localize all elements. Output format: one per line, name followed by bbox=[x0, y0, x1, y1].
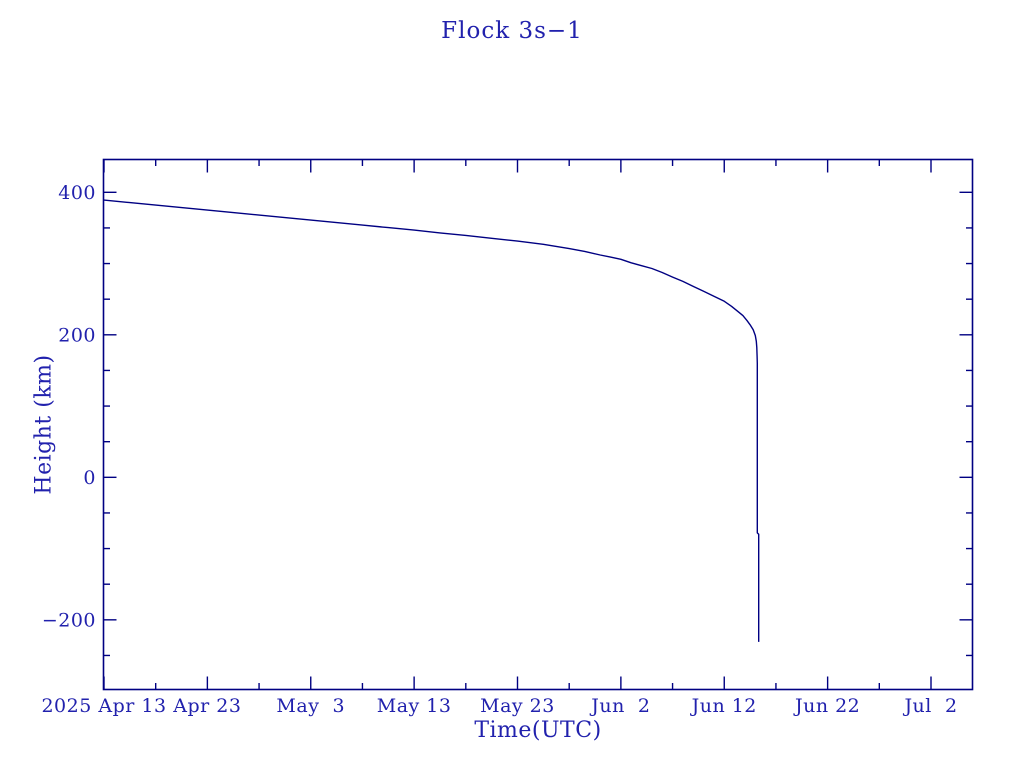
plot-frame bbox=[102, 158, 974, 691]
x-tick-label: Apr 23 bbox=[172, 695, 241, 717]
chart-title: Flock 3s−1 bbox=[441, 18, 583, 44]
x-tick-label: May 13 bbox=[377, 695, 452, 717]
x-tick-label: Jul 2 bbox=[902, 695, 957, 717]
x-tick-label: Jun 12 bbox=[690, 695, 757, 717]
y-tick-label: 0 bbox=[83, 467, 96, 489]
x-tick-label: Jun 22 bbox=[793, 695, 860, 717]
x-tick-label: Jun 2 bbox=[589, 695, 650, 717]
x-axis-label: Time(UTC) bbox=[474, 718, 602, 743]
height-curve bbox=[103, 199, 760, 642]
x-tick-label: 2025 Apr 13 bbox=[41, 695, 166, 717]
y-tick-label: 200 bbox=[58, 324, 96, 346]
x-tick-label: May 3 bbox=[276, 695, 345, 717]
y-tick-label: −200 bbox=[42, 609, 96, 631]
y-tick-label: 400 bbox=[58, 182, 96, 204]
y-axis-label: Height (km) bbox=[31, 354, 57, 495]
x-tick-label: May 23 bbox=[480, 695, 555, 717]
